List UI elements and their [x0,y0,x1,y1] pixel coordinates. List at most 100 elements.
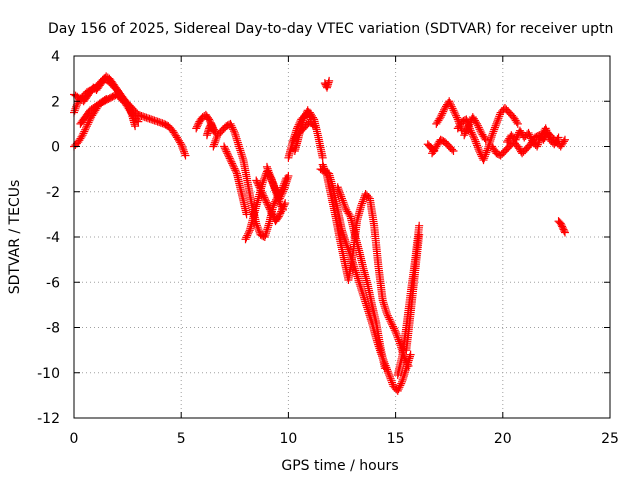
data-point [473,121,482,130]
data-point [381,306,390,315]
data-point [383,309,392,318]
data-points [70,72,569,395]
data-point [262,162,271,171]
data-point [299,116,308,125]
data-point [448,145,457,154]
data-point [388,378,397,387]
data-point [385,371,394,380]
data-point [253,223,262,232]
data-point [446,100,455,109]
data-point [223,149,232,158]
y-tick-label: -4 [46,230,60,246]
data-point [280,183,289,192]
data-point [320,164,329,173]
data-point [481,150,490,159]
data-point [360,295,369,304]
data-point [224,152,233,161]
data-point [260,193,269,202]
data-point [352,268,361,277]
data-point [224,150,233,159]
data-point [460,131,469,140]
data-point [79,129,88,138]
data-point [389,324,398,333]
data-point [212,134,221,143]
data-point [526,132,535,141]
data-point [524,128,533,137]
data-point [276,200,285,209]
data-point [252,221,261,230]
data-point [231,130,240,139]
data-point [265,205,274,214]
data-point [268,210,277,219]
data-point [205,115,214,124]
data-point [80,127,89,136]
data-point [435,114,444,123]
data-point [335,186,344,195]
data-point [304,108,313,117]
data-point [399,371,408,380]
data-point [436,113,445,122]
data-point [280,185,289,194]
data-point [393,386,402,395]
data-point [351,266,360,275]
data-point [229,127,238,136]
data-point [244,228,253,237]
data-point [255,226,264,235]
x-tick-label: 25 [601,431,619,447]
data-point [543,128,552,137]
data-point [463,123,472,132]
data-point [527,134,536,143]
data-point [488,129,497,138]
data-point [220,142,229,151]
data-point [335,188,344,197]
data-point [490,125,499,134]
data-point [560,135,569,144]
data-point [126,107,135,116]
data-point [437,111,446,120]
data-point [400,370,409,379]
data-point [209,142,218,151]
data-point [253,178,262,187]
data-point [226,119,235,128]
data-point [479,156,488,165]
data-point [470,135,479,144]
data-point [560,226,569,235]
data-point [225,154,234,163]
data-point [259,191,268,200]
data-point [534,138,543,147]
data-point [449,147,458,156]
data-point [381,304,390,313]
data-point [270,182,279,191]
data-point [358,199,367,208]
x-tick-label: 5 [177,431,186,447]
data-point [304,109,313,118]
data-point [263,225,272,234]
data-point [262,229,271,238]
data-point [275,210,284,219]
data-point [402,358,411,367]
data-point [255,183,264,192]
data-point [389,322,398,331]
data-point [388,320,397,329]
data-point [321,168,330,177]
data-point [220,144,229,153]
data-point [253,179,262,188]
data-point [279,187,288,196]
data-point [275,199,284,208]
data-point [221,145,230,154]
data-point [472,118,480,127]
data-point [261,196,270,205]
y-tick-label: -12 [37,411,60,427]
data-point [308,120,317,129]
data-point [450,108,459,117]
data-point [178,144,187,153]
data-point [281,181,290,190]
data-point [340,202,349,211]
data-point [449,106,458,115]
data-point [361,299,370,308]
data-point [481,135,490,144]
data-point [268,179,277,188]
data-point [254,181,263,190]
data-point [475,125,484,134]
data-point [533,140,542,149]
